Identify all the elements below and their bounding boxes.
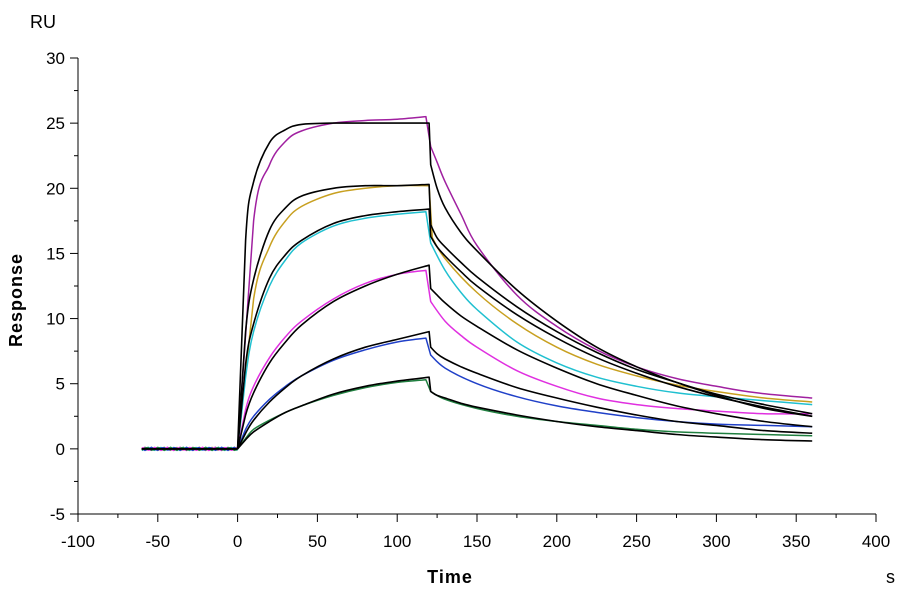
fit-curve: [236, 208, 813, 449]
x-tick-label: 100: [383, 532, 411, 551]
x-axis-title: Time: [427, 567, 473, 587]
tick-layer: [70, 57, 877, 522]
y-axis-title: Response: [6, 253, 26, 347]
x-tick-label: 250: [622, 532, 650, 551]
x-tick-label: 50: [308, 532, 327, 551]
x-unit-label: s: [886, 567, 895, 587]
fit-curve: [236, 376, 813, 450]
measured-baseline: [141, 446, 238, 452]
x-tick-label: 200: [543, 532, 571, 551]
y-tick-label: 5: [56, 375, 65, 394]
baseline-layer: [141, 446, 239, 452]
fit-curve: [236, 264, 813, 450]
y-tick-label: -5: [50, 505, 65, 524]
x-tick-label: 0: [233, 532, 242, 551]
fit-curve: [236, 122, 813, 449]
series-layer: [236, 115, 813, 450]
x-tick-label: 300: [702, 532, 730, 551]
x-tick-label: -100: [61, 532, 95, 551]
measured-curve: [236, 115, 813, 449]
x-tick-label: 350: [782, 532, 810, 551]
y-tick-label: 0: [56, 440, 65, 459]
y-tick-label: 10: [46, 310, 65, 329]
measured-curve: [236, 269, 813, 450]
x-tick-label: -50: [146, 532, 171, 551]
y-tick-label: 30: [46, 49, 65, 68]
y-tick-label: 20: [46, 179, 65, 198]
x-tick-label: 400: [862, 532, 890, 551]
measured-curve: [236, 184, 813, 449]
y-tick-label: 25: [46, 114, 65, 133]
x-tick-label: 150: [463, 532, 491, 551]
measured-curve: [236, 210, 813, 449]
fit-curve: [236, 183, 813, 449]
y-tick-label: 15: [46, 244, 65, 263]
y-unit-label: RU: [30, 12, 56, 32]
fit-curve: [236, 330, 813, 450]
